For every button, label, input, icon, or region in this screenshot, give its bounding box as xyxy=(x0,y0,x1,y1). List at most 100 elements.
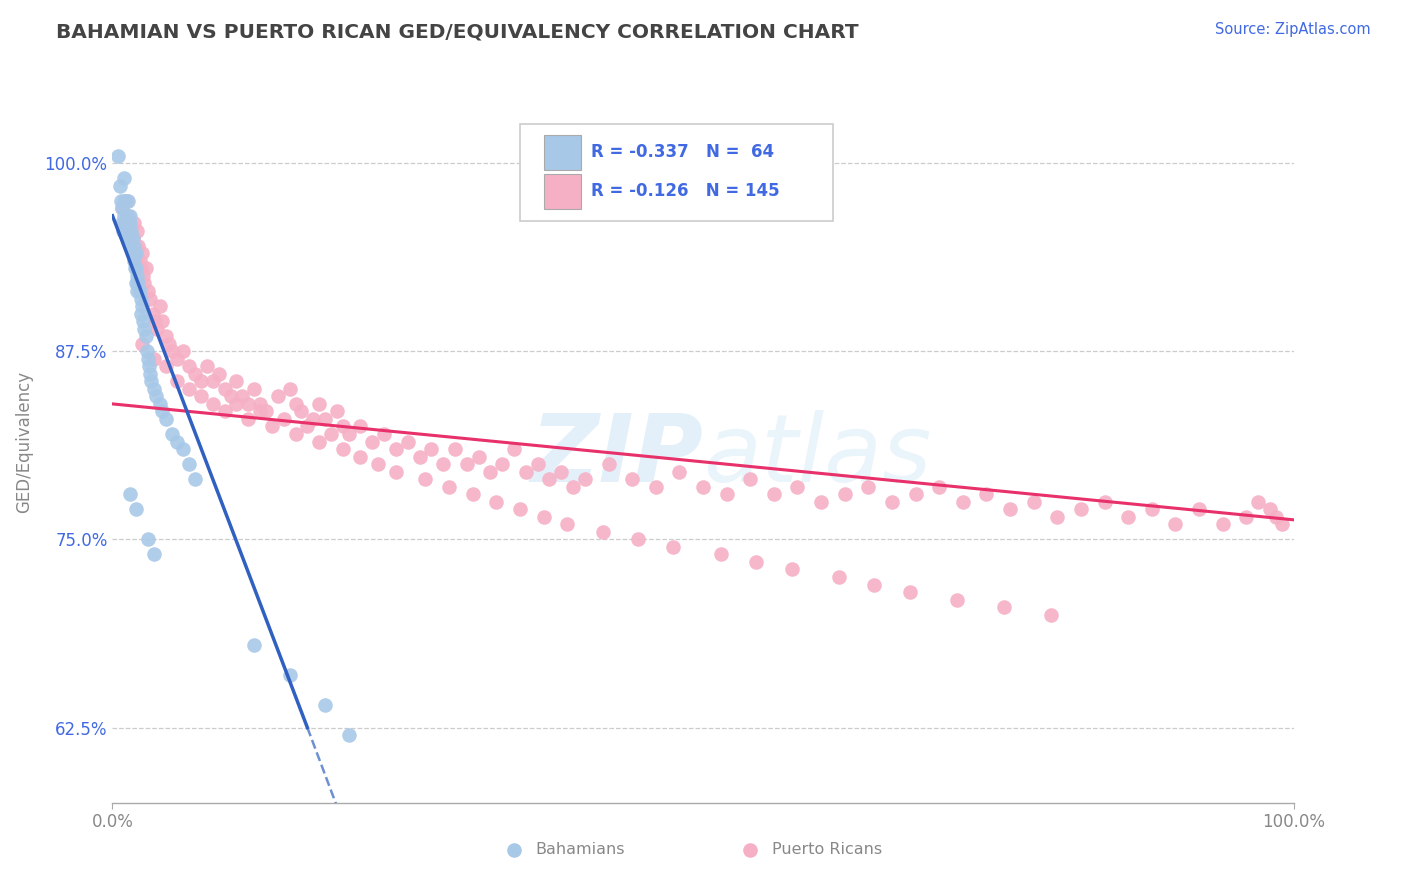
Point xyxy=(491,457,513,471)
Point xyxy=(284,427,307,442)
Point xyxy=(385,465,408,479)
Point xyxy=(461,487,484,501)
Point xyxy=(627,533,650,547)
Point xyxy=(314,698,336,712)
Point xyxy=(863,577,886,591)
Point xyxy=(184,367,207,381)
Point xyxy=(118,231,141,245)
Point xyxy=(692,480,714,494)
Point xyxy=(120,224,142,238)
Point xyxy=(762,487,785,501)
Point xyxy=(179,457,201,471)
Point xyxy=(114,216,136,230)
FancyBboxPatch shape xyxy=(520,124,832,221)
Point xyxy=(834,487,856,501)
Point xyxy=(479,465,502,479)
Point xyxy=(745,555,768,569)
Point xyxy=(136,533,159,547)
Point xyxy=(146,321,169,335)
Point xyxy=(117,216,139,230)
Point xyxy=(644,480,666,494)
Point xyxy=(415,472,437,486)
Point xyxy=(121,231,143,245)
Point xyxy=(1022,495,1045,509)
Point xyxy=(129,307,152,321)
Point xyxy=(121,231,143,245)
Point xyxy=(810,495,832,509)
Point xyxy=(179,382,201,396)
Point xyxy=(139,292,162,306)
Point xyxy=(1140,502,1163,516)
Point xyxy=(238,397,260,411)
Point xyxy=(139,367,162,381)
Point xyxy=(278,668,301,682)
Point xyxy=(166,375,188,389)
Point xyxy=(509,502,531,516)
Point xyxy=(115,209,138,223)
Text: Puerto Ricans: Puerto Ricans xyxy=(772,842,882,857)
Point xyxy=(107,148,129,162)
Point xyxy=(332,442,354,456)
Point xyxy=(121,246,143,260)
Point xyxy=(1094,495,1116,509)
Point xyxy=(314,412,336,426)
Point xyxy=(249,397,271,411)
Point xyxy=(337,728,360,742)
Point xyxy=(214,404,236,418)
Point xyxy=(132,268,155,283)
Point xyxy=(444,442,467,456)
Point xyxy=(598,457,620,471)
Point xyxy=(337,427,360,442)
Point xyxy=(120,239,142,253)
Point xyxy=(361,434,384,449)
Point xyxy=(231,389,253,403)
Point xyxy=(124,246,146,260)
Point xyxy=(828,570,851,584)
Point xyxy=(297,419,319,434)
Point xyxy=(467,450,489,464)
Point xyxy=(111,201,134,215)
Point xyxy=(1247,495,1270,509)
Point xyxy=(952,495,974,509)
Point xyxy=(108,178,131,193)
Point xyxy=(122,253,145,268)
Point xyxy=(117,209,139,223)
Point xyxy=(142,307,165,321)
Point xyxy=(928,480,950,494)
Point xyxy=(1264,509,1286,524)
Point xyxy=(408,450,430,464)
Point xyxy=(142,351,165,366)
Point xyxy=(1164,517,1187,532)
Point xyxy=(538,472,561,486)
Point xyxy=(112,209,135,223)
Point xyxy=(127,239,149,253)
Point xyxy=(621,472,644,486)
Point xyxy=(179,359,201,374)
Point xyxy=(155,359,177,374)
Point xyxy=(128,253,150,268)
Point xyxy=(1234,509,1257,524)
Text: BAHAMIAN VS PUERTO RICAN GED/EQUIVALENCY CORRELATION CHART: BAHAMIAN VS PUERTO RICAN GED/EQUIVALENCY… xyxy=(56,22,859,41)
Point xyxy=(254,404,277,418)
Point xyxy=(112,171,135,186)
Point xyxy=(904,487,927,501)
Point xyxy=(128,284,150,298)
Text: R = -0.337   N =  64: R = -0.337 N = 64 xyxy=(591,144,773,161)
Point xyxy=(120,487,142,501)
Point xyxy=(302,412,325,426)
Point xyxy=(149,299,172,313)
Point xyxy=(420,442,443,456)
Point xyxy=(976,487,998,501)
Point xyxy=(111,201,134,215)
Point xyxy=(880,495,903,509)
Point xyxy=(122,239,145,253)
Point xyxy=(238,412,260,426)
Point xyxy=(120,209,142,223)
Point xyxy=(112,224,135,238)
Point xyxy=(124,261,146,276)
Point xyxy=(112,216,135,230)
Point xyxy=(456,457,478,471)
Point xyxy=(142,548,165,562)
Point xyxy=(898,585,921,599)
Text: R = -0.126   N = 145: R = -0.126 N = 145 xyxy=(591,182,779,201)
